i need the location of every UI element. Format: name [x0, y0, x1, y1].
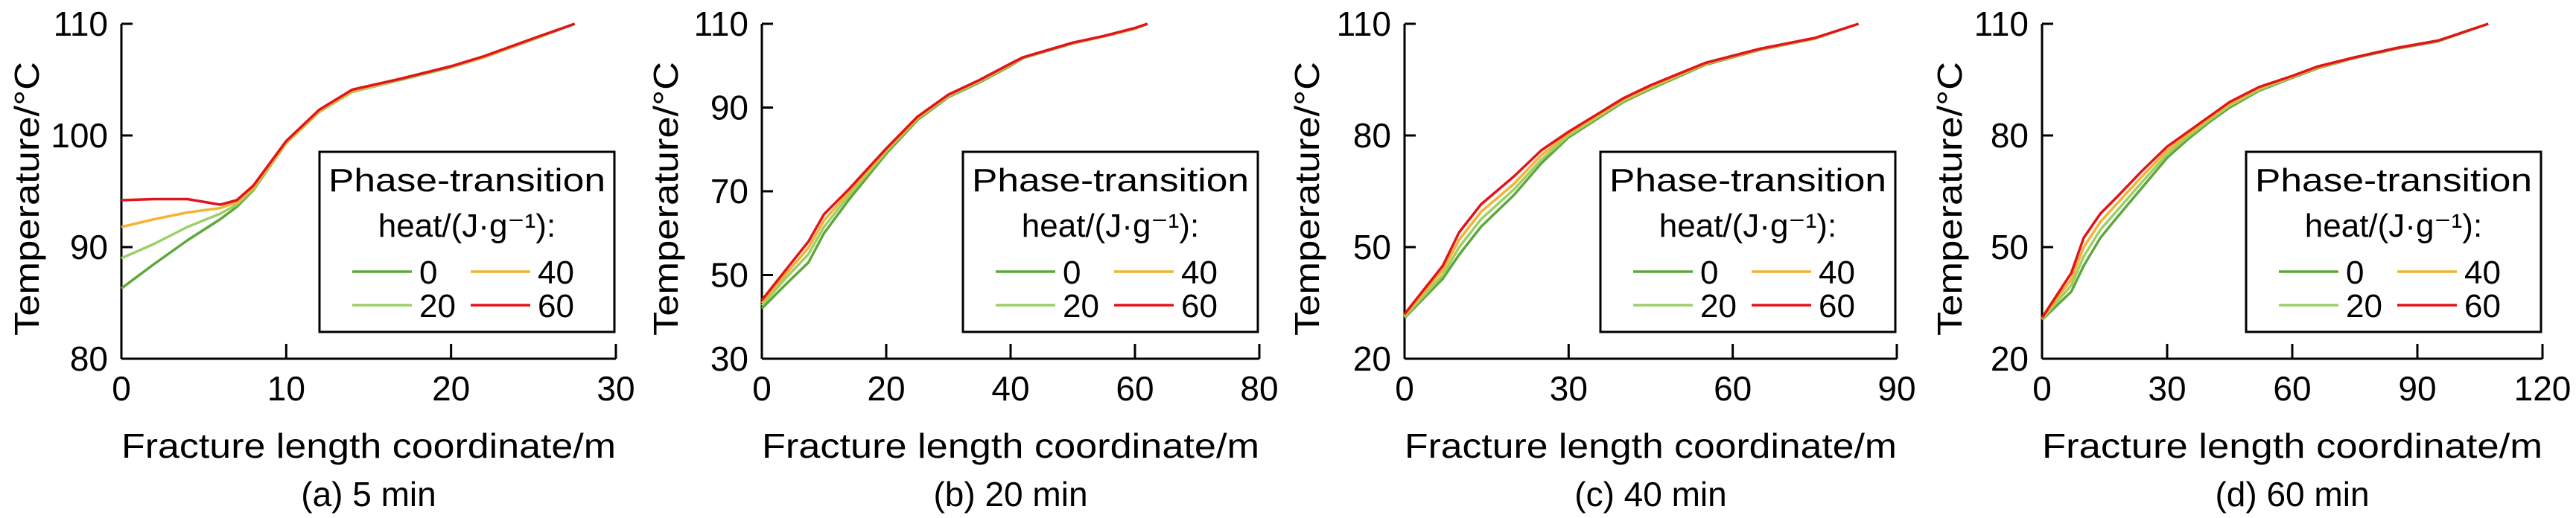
legend-label-0: 0: [1063, 255, 1081, 291]
legend: Phase-transition heat/(J·g⁻¹): 0 40 20 60: [1599, 150, 1897, 333]
legend-subtitle: heat/(J·g⁻¹):: [378, 208, 556, 244]
x-tick-label: 60: [2273, 369, 2311, 408]
legend-label-20: 20: [1700, 288, 1737, 324]
x-tick-label: 0: [752, 369, 772, 408]
y-tick-label: 110: [1337, 4, 1391, 43]
x-axis-title: Fracture length coordinate/m: [121, 426, 616, 465]
legend-label-40: 40: [1819, 255, 1855, 291]
legend-subtitle: heat/(J·g⁻¹):: [1022, 208, 1199, 244]
chart-panel-d: 20 50 80 110 0 30 60 90 120 Fracture length coord…: [1930, 4, 2571, 514]
y-tick-label: 50: [1353, 228, 1391, 266]
x-tick-label: 80: [1240, 369, 1278, 408]
series-line-60: [121, 22, 576, 206]
x-tick-label: 10: [267, 369, 305, 408]
y-tick-label: 90: [70, 228, 108, 266]
panel-caption: (a) 5 min: [301, 475, 436, 514]
x-tick-label: 90: [2398, 369, 2436, 408]
x-tick-label: 30: [1550, 369, 1588, 408]
legend-subtitle: heat/(J·g⁻¹):: [1659, 208, 1836, 244]
panel-caption: (b) 20 min: [933, 475, 1087, 514]
x-tick-label: 20: [867, 369, 905, 408]
legend-box: [318, 150, 616, 333]
legend-label-0: 0: [2346, 255, 2364, 291]
legend-box: [961, 150, 1259, 333]
panel-caption: (d) 60 min: [2215, 475, 2369, 514]
x-tick-label: 0: [1395, 369, 1414, 408]
y-tick-label: 30: [710, 339, 748, 378]
x-tick-label: 120: [2514, 369, 2572, 408]
x-tick-label: 40: [991, 369, 1029, 408]
x-axis-title: Fracture length coordinate/m: [762, 426, 1259, 465]
legend-label-60: 60: [2464, 288, 2501, 324]
y-tick-label: 110: [694, 4, 748, 43]
legend-title: Phase-transition: [1609, 162, 1886, 199]
y-axis-title: Temperature/°C: [1930, 62, 1969, 336]
y-tick-label: 110: [1974, 4, 2029, 43]
legend-box: [2245, 150, 2542, 333]
y-tick-label: 70: [710, 172, 748, 211]
legend: Phase-transition heat/(J·g⁻¹): 0 40 20 60: [318, 150, 616, 333]
legend-title: Phase-transition: [972, 162, 1249, 199]
legend-label-20: 20: [419, 288, 456, 324]
x-tick-label: 60: [1116, 369, 1154, 408]
chart-panel-a: 80 90 100 110 0 10 20 30 Fracture length coordin…: [7, 4, 635, 514]
y-tick-label: 50: [1991, 228, 2029, 266]
legend-label-0: 0: [1700, 255, 1718, 291]
y-tick-label: 100: [51, 116, 108, 155]
legend: Phase-transition heat/(J·g⁻¹): 0 40 20 60: [2245, 150, 2542, 333]
series-line-60: [760, 22, 1148, 301]
legend-label-60: 60: [538, 288, 574, 324]
legend-label-60: 60: [1819, 288, 1855, 324]
y-axis-title: Temperature/°C: [7, 62, 46, 336]
y-tick-label: 80: [70, 339, 108, 378]
y-tick-label: 110: [54, 4, 108, 43]
legend-title: Phase-transition: [2255, 162, 2532, 199]
legend-label-40: 40: [538, 255, 574, 291]
y-axis-title: Temperature/°C: [646, 62, 685, 336]
y-tick-label: 50: [710, 256, 748, 295]
x-axis-title: Fracture length coordinate/m: [2042, 426, 2542, 465]
series-line-60: [2041, 22, 2489, 319]
legend-label-0: 0: [419, 255, 437, 291]
legend-label-20: 20: [1063, 288, 1099, 324]
x-tick-label: 30: [597, 369, 635, 408]
series-line-60: [1403, 22, 1860, 316]
y-tick-label: 90: [710, 89, 748, 127]
legend-title: Phase-transition: [328, 162, 605, 199]
chart-panel-c: 20 50 80 110 0 30 60 90 Fracture length coordina…: [1288, 4, 1916, 514]
y-tick-label: 20: [1353, 339, 1391, 378]
x-axis-title: Fracture length coordinate/m: [1405, 426, 1897, 465]
y-tick-label: 20: [1991, 339, 2029, 378]
legend-label-40: 40: [2464, 255, 2501, 291]
panel-caption: (c) 40 min: [1574, 475, 1726, 514]
x-tick-label: 0: [2032, 369, 2052, 408]
x-tick-label: 0: [112, 369, 131, 408]
y-axis-title: Temperature/°C: [1288, 62, 1326, 336]
x-tick-label: 90: [1877, 369, 1915, 408]
legend-label-60: 60: [1181, 288, 1218, 324]
x-tick-label: 20: [432, 369, 470, 408]
x-tick-label: 60: [1714, 369, 1752, 408]
y-tick-label: 80: [1991, 116, 2029, 155]
legend-label-20: 20: [2346, 288, 2382, 324]
legend-label-40: 40: [1181, 255, 1218, 291]
y-tick-label: 80: [1353, 116, 1391, 155]
legend-subtitle: heat/(J·g⁻¹):: [2305, 208, 2482, 244]
legend-box: [1599, 150, 1897, 333]
x-tick-label: 30: [2148, 369, 2186, 408]
legend: Phase-transition heat/(J·g⁻¹): 0 40 20 60: [961, 150, 1259, 333]
